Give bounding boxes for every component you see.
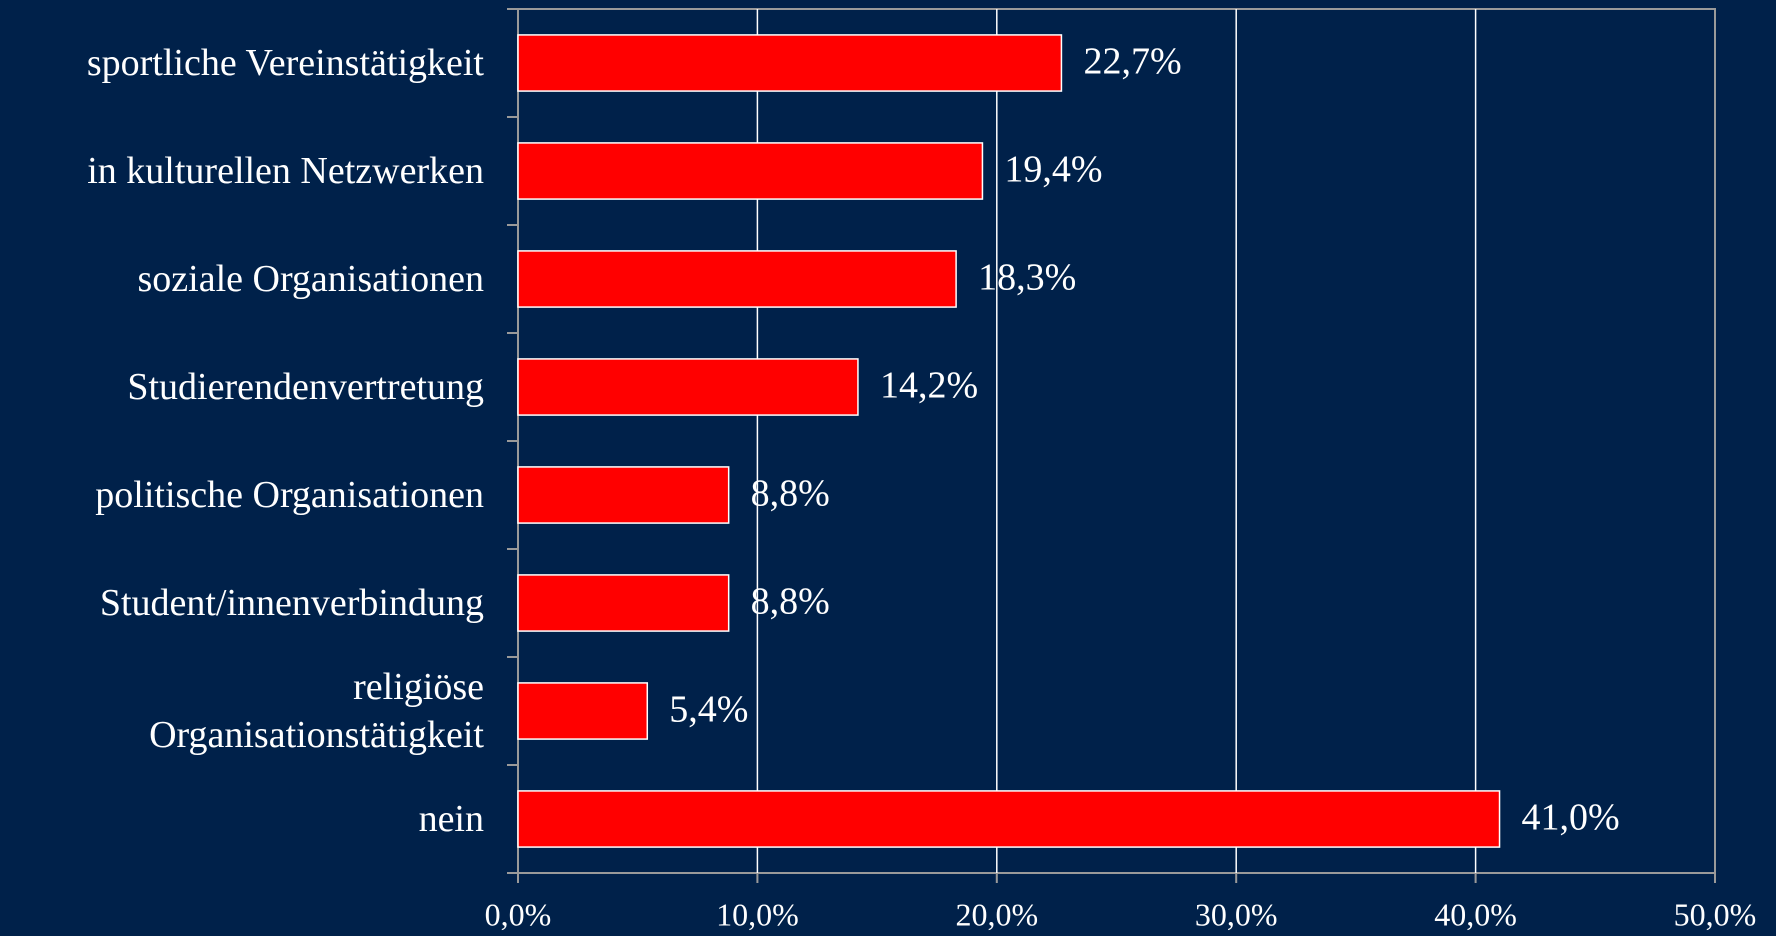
x-tick-label: 40,0%: [1434, 896, 1517, 932]
bar: [517, 142, 984, 200]
bar: [517, 574, 730, 632]
y-tick-label: Studierendenvertretung: [0, 333, 484, 441]
category-text: in kulturellen Netzwerken: [87, 150, 484, 192]
x-tick-label: 50,0%: [1674, 896, 1757, 932]
x-tick-label: 10,0%: [716, 896, 799, 932]
plot-frame: [517, 8, 1716, 874]
category-text: sportliche Vereinstätigkeit: [86, 42, 484, 84]
y-tick-label: politische Organisationen: [0, 441, 484, 549]
category-text: Student/innenverbindung: [99, 582, 484, 624]
bar: [517, 466, 730, 524]
value-label: 5,4%: [669, 689, 748, 731]
x-tick-label: 20,0%: [955, 896, 1038, 932]
bar: [517, 34, 1063, 92]
category-text: nein: [418, 798, 484, 840]
bar: [517, 250, 957, 308]
y-tick-label: soziale Organisationen: [0, 225, 484, 333]
x-tick-label: 30,0%: [1195, 896, 1278, 932]
bar: [517, 358, 859, 416]
y-tick-label: in kulturellen Netzwerken: [0, 117, 484, 225]
y-tick-label: sportliche Vereinstätigkeit: [0, 9, 484, 117]
category-text: politische Organisationen: [95, 474, 484, 516]
value-label: 19,4%: [1004, 149, 1102, 191]
value-label: 41,0%: [1522, 797, 1620, 839]
value-label: 14,2%: [880, 365, 978, 407]
bar: [517, 790, 1501, 848]
category-text: Studierendenvertretung: [127, 366, 484, 408]
category-text: soziale Organisationen: [137, 258, 484, 300]
y-tick-label: religiöse Organisationstätigkeit: [0, 657, 484, 765]
value-label: 8,8%: [751, 581, 830, 623]
y-tick-label: Student/innenverbindung: [0, 549, 484, 657]
x-tick-label: 0,0%: [485, 896, 552, 932]
y-tick-label: nein: [0, 765, 484, 873]
category-text: religiöse Organisationstätigkeit: [149, 666, 484, 756]
value-label: 8,8%: [751, 473, 830, 515]
value-label: 18,3%: [978, 257, 1076, 299]
value-label: 22,7%: [1083, 41, 1181, 83]
bar: [517, 682, 649, 740]
